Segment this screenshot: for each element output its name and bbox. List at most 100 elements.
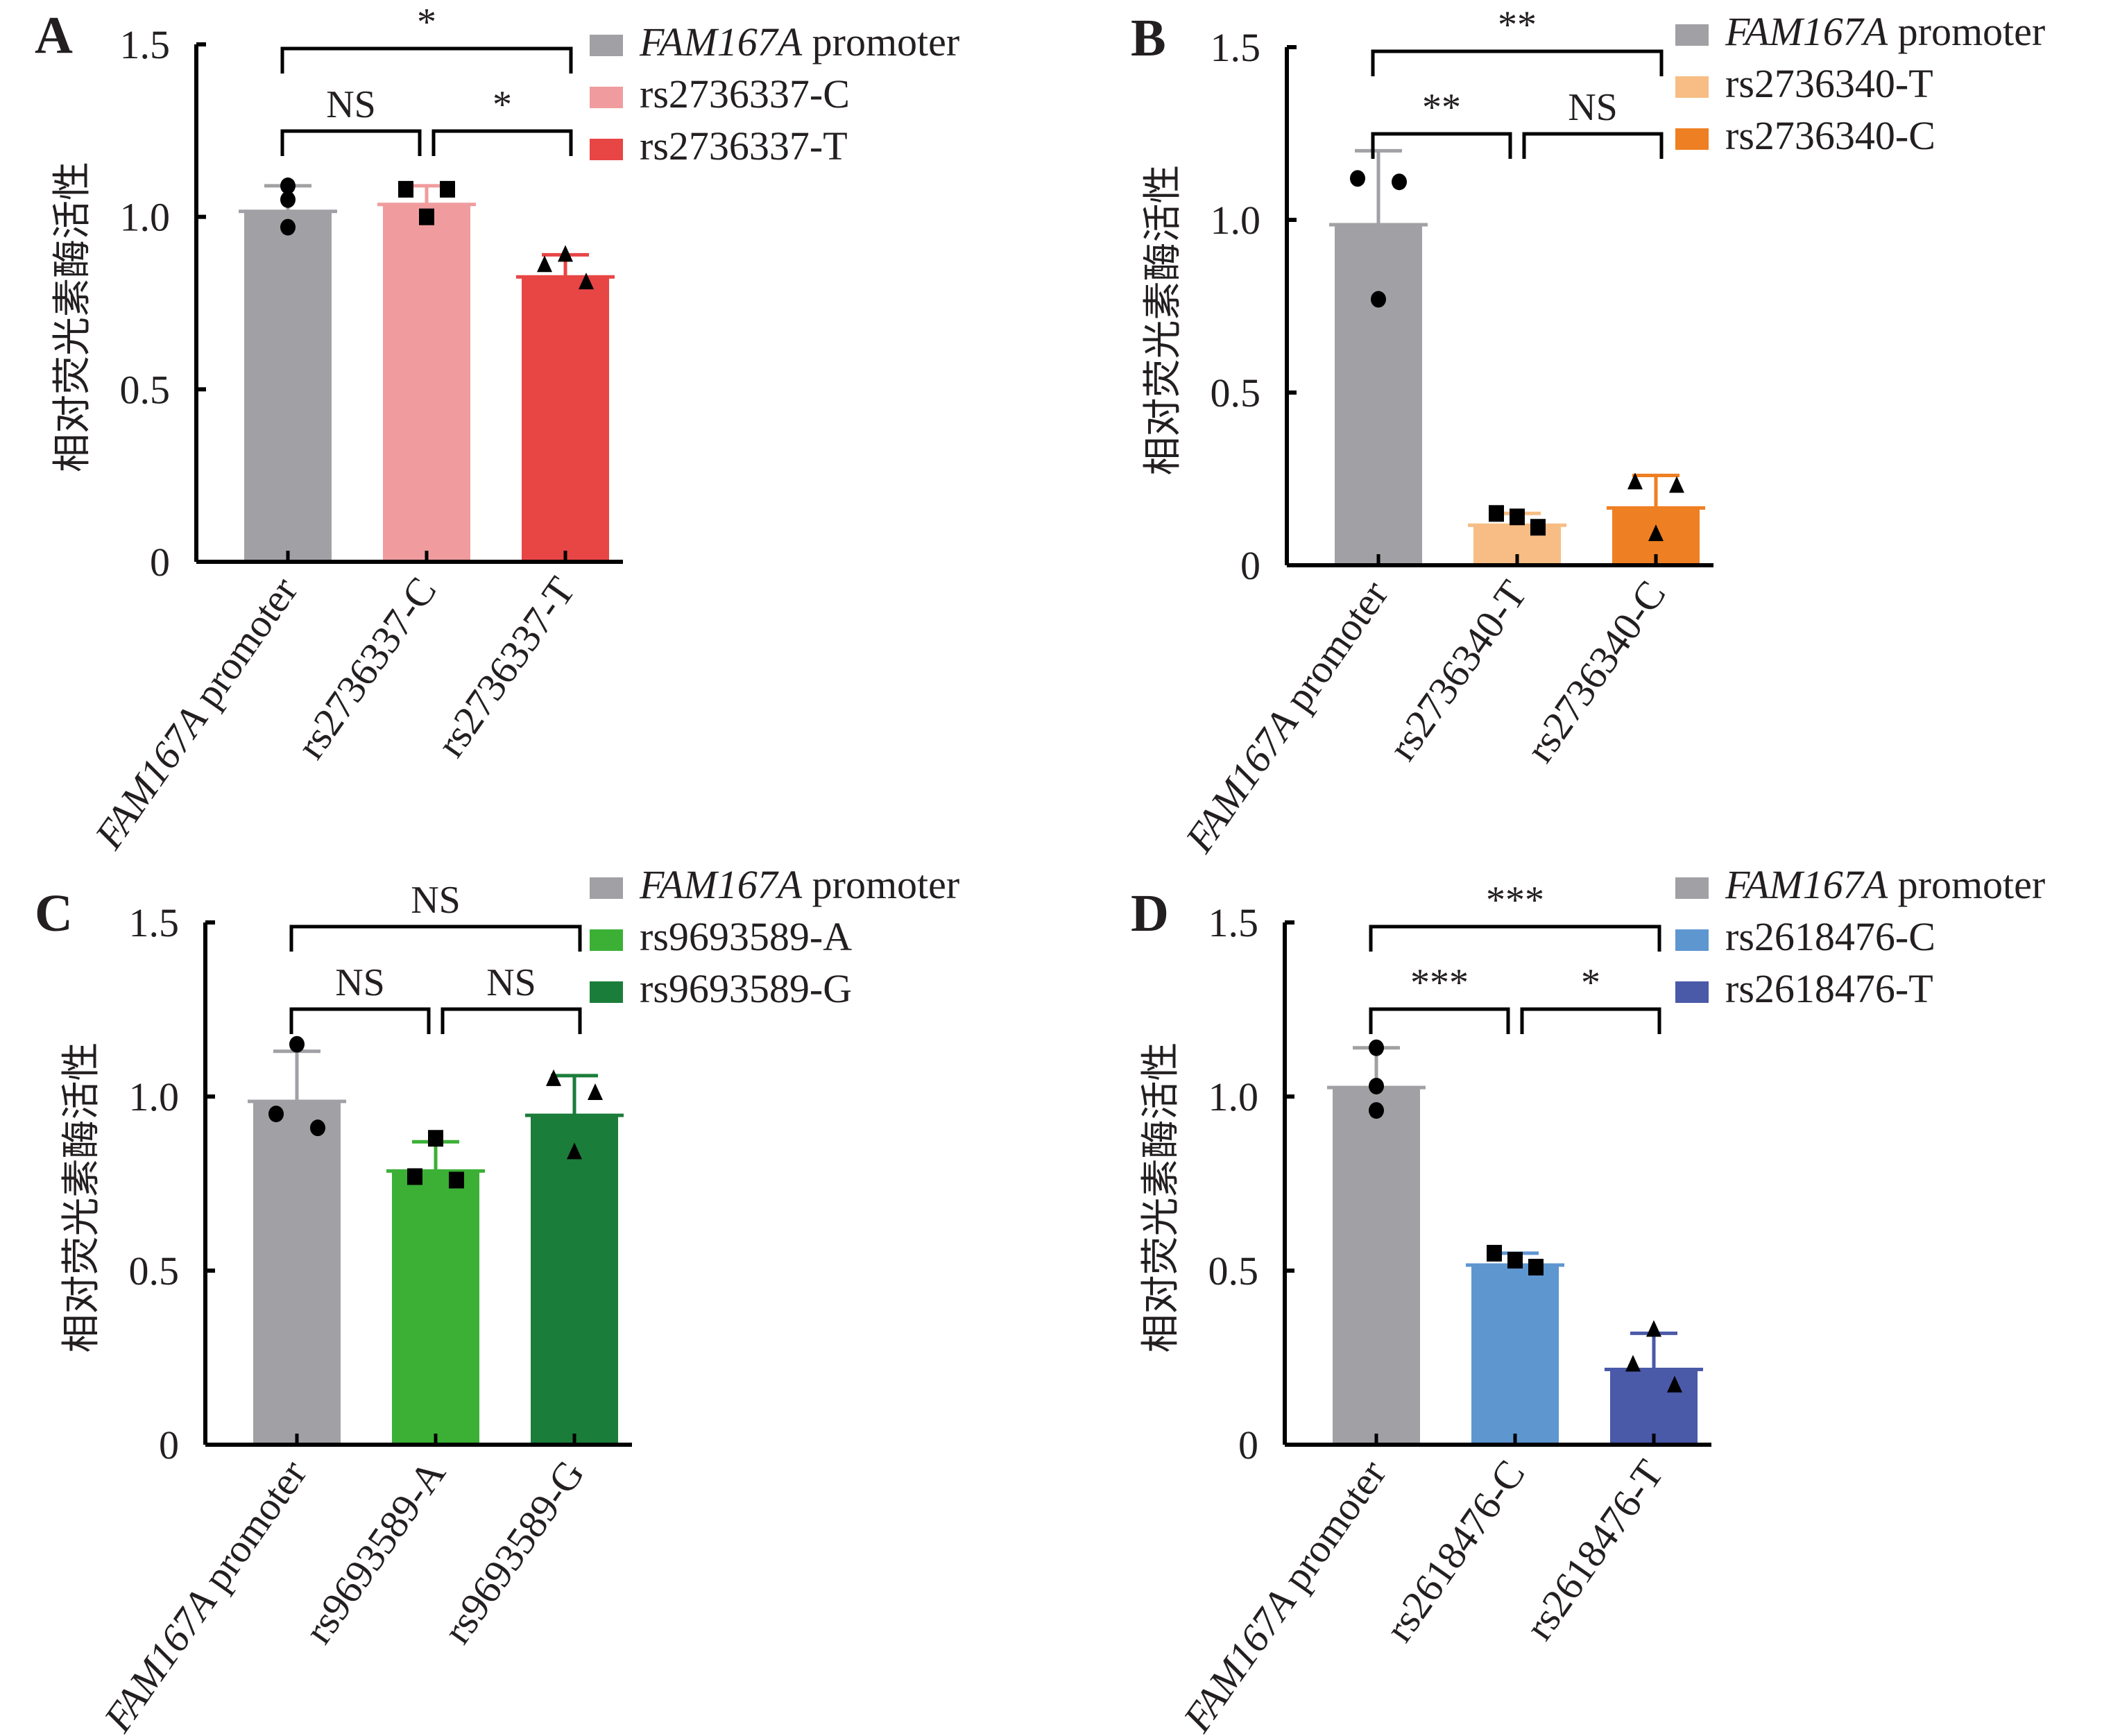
data-point-circle — [280, 218, 296, 236]
data-point-circle — [1369, 1102, 1384, 1119]
significance-bracket — [431, 129, 573, 156]
legend-entry: FAM167A promoter — [1725, 862, 2045, 907]
legend-entry-text: rs2736340-T — [1725, 61, 1933, 106]
y-tick-label: 0 — [1240, 543, 1260, 588]
legend-entry-text: rs9693589-G — [640, 966, 852, 1011]
x-tick-label-text: rs2736337-C — [288, 569, 445, 766]
significance-label: *** — [1486, 879, 1544, 922]
x-tick-label: rs2736340-T — [1380, 572, 1536, 768]
data-point-square — [1487, 1244, 1502, 1262]
legend-swatch — [1675, 981, 1709, 1003]
data-point-triangle — [546, 1069, 561, 1086]
significance-label: ** — [1422, 86, 1461, 129]
data-point-circle — [310, 1119, 325, 1137]
y-tick-label: 0.5 — [1211, 370, 1261, 415]
significance-label: ** — [1498, 3, 1537, 46]
data-point-triangle — [1627, 472, 1643, 490]
x-tick-label-text: rs2618476-C — [1376, 1452, 1534, 1649]
x-tick-label-italic: FAM167A — [94, 1581, 225, 1736]
y-tick-label: 1.0 — [1211, 198, 1261, 243]
y-tick-label: 0.5 — [129, 1248, 180, 1294]
x-tick-label: rs9693589-A — [296, 1452, 454, 1651]
x-tick-label: rs2736337-T — [428, 569, 584, 765]
panel-c: C 相对荧光素酶活性 FAM167A promoter rs9693589-A rs96… — [35, 862, 959, 1736]
y-axis-label: 相对荧光素酶活性 — [1140, 165, 1186, 476]
significance-label: NS — [486, 961, 536, 1004]
significance-label: NS — [335, 961, 385, 1004]
x-tick-label-italic: FAM167A — [1176, 701, 1306, 861]
significance-bracket — [280, 46, 573, 74]
x-tick-label: FAM167A promoter — [85, 569, 306, 857]
data-point-square — [1530, 519, 1546, 536]
y-axis-label: 相对荧光素酶活性 — [59, 1042, 104, 1353]
y-tick-label: 0 — [150, 540, 170, 585]
legend-swatch — [590, 35, 623, 56]
significance-bracket — [280, 129, 422, 156]
significance-label: NS — [1568, 86, 1618, 129]
significance-label: *** — [1410, 961, 1469, 1004]
legend-entry: rs9693589-G — [640, 966, 852, 1011]
significance-bracket — [1369, 1007, 1510, 1034]
y-axis-label: 相对荧光素酶活性 — [50, 162, 95, 472]
x-tick-label: rs2618476-C — [1376, 1452, 1534, 1649]
legend-entry-text: promoter — [1888, 862, 2045, 907]
legend-entry-italic: FAM167A — [639, 862, 803, 907]
x-tick-label-text: rs2736340-T — [1380, 572, 1536, 768]
significance-label: * — [1581, 961, 1600, 1004]
y-tick-label: 1.5 — [1208, 900, 1259, 945]
panel-letter: A — [35, 6, 73, 65]
panel-letter: C — [35, 884, 73, 943]
data-point-square — [407, 1168, 422, 1185]
legend-entry: rs2736337-C — [640, 71, 850, 117]
legend-entry-text: rs2736337-T — [640, 123, 848, 169]
legend-swatch — [590, 87, 623, 108]
bar — [392, 1169, 479, 1445]
legend-swatch — [1675, 24, 1709, 46]
significance-bracket — [1371, 49, 1664, 76]
data-point-circle — [289, 1035, 305, 1053]
significance-bracket — [1522, 132, 1664, 159]
y-tick-label: 0.5 — [120, 367, 171, 412]
legend-swatch — [1675, 877, 1709, 899]
data-point-square — [1528, 1258, 1544, 1275]
data-point-triangle — [558, 245, 573, 262]
legend-entry-text: rs9693589-A — [640, 914, 852, 959]
data-point-triangle — [1625, 1355, 1641, 1372]
data-point-square — [419, 208, 434, 225]
legend-swatch — [1675, 929, 1709, 951]
y-tick-label: 1.0 — [1208, 1074, 1259, 1119]
data-point-circle — [1371, 291, 1386, 308]
significance-bracket — [289, 925, 582, 952]
legend-entry: rs9693589-A — [640, 914, 852, 959]
legend-entry: rs2736340-C — [1725, 113, 1935, 158]
y-tick-label: 1.5 — [1211, 25, 1261, 70]
significance-bracket — [289, 1007, 431, 1034]
bar — [1333, 1085, 1420, 1445]
bar — [522, 275, 609, 562]
legend-entry: rs2736340-T — [1725, 61, 1933, 106]
data-point-circle — [1350, 170, 1365, 187]
legend-entry-italic: FAM167A — [639, 19, 803, 65]
y-tick-label: 1.5 — [129, 900, 180, 945]
y-tick-label: 0 — [159, 1423, 179, 1468]
x-tick-label-text: rs2618476-T — [1516, 1452, 1673, 1648]
data-point-triangle — [1648, 524, 1664, 542]
legend-entry: rs2618476-T — [1725, 966, 1933, 1011]
y-tick-label: 1.0 — [120, 195, 171, 240]
x-tick-label: rs2618476-T — [1516, 1452, 1673, 1648]
x-tick-label-italic: FAM167A — [85, 698, 216, 857]
y-tick-label: 0.5 — [1208, 1248, 1259, 1294]
significance-bracket — [1371, 132, 1512, 159]
significance-label: NS — [326, 83, 376, 126]
data-point-circle — [1369, 1039, 1384, 1056]
bar — [253, 1100, 341, 1445]
bar — [383, 203, 470, 562]
data-point-triangle — [537, 255, 552, 273]
legend-entry: FAM167A promoter — [1725, 9, 2045, 54]
data-point-triangle — [588, 1083, 603, 1100]
legend-entry-text: promoter — [802, 862, 959, 907]
legend-swatch — [590, 981, 623, 1003]
data-point-triangle — [579, 273, 594, 290]
